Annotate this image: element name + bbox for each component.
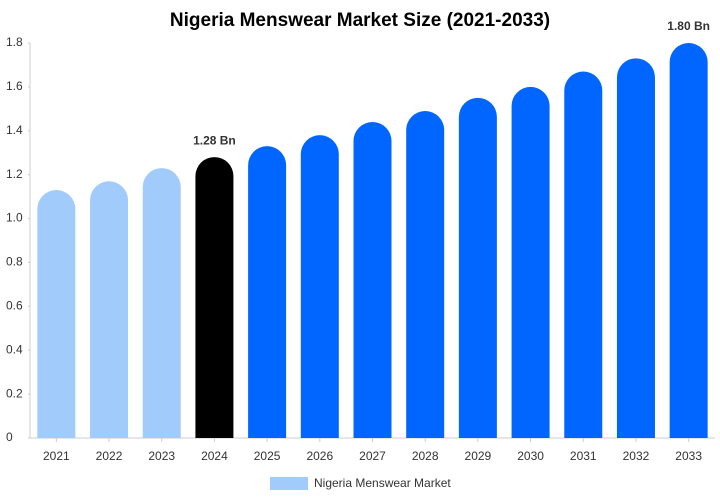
bar	[616, 58, 655, 438]
x-tick-label: 2027	[359, 449, 386, 463]
x-tick-label: 2023	[148, 449, 175, 463]
x-tick-label: 2030	[517, 449, 544, 463]
legend-label: Nigeria Menswear Market	[314, 476, 451, 490]
y-tick-label: 0.2	[6, 386, 23, 400]
value-label: 1.28 Bn	[193, 133, 236, 147]
x-tick-label: 2033	[675, 449, 702, 463]
x-tick-label: 2026	[306, 449, 333, 463]
legend-swatch	[270, 477, 308, 490]
x-tick-label: 2029	[465, 449, 492, 463]
x-tick-label: 2022	[96, 449, 123, 463]
x-tick-label: 2024	[201, 449, 228, 463]
value-label: 1.80 Bn	[667, 19, 710, 33]
x-tick-label: 2021	[43, 449, 70, 463]
bar	[669, 43, 708, 438]
bar	[458, 97, 497, 438]
bar	[300, 135, 339, 438]
bar	[564, 71, 603, 439]
y-tick-label: 1.0	[6, 211, 23, 225]
bar	[353, 122, 392, 438]
bar	[195, 157, 234, 438]
bar	[90, 181, 129, 438]
bar	[511, 86, 550, 438]
y-tick-label: 1.8	[6, 35, 23, 49]
bar	[142, 168, 181, 439]
bar	[37, 190, 76, 438]
y-tick-label: 0.8	[6, 255, 23, 269]
y-tick-label: 1.4	[6, 123, 23, 137]
y-tick-label: 1.2	[6, 167, 23, 181]
y-tick-label: 1.6	[6, 79, 23, 93]
bar	[248, 146, 287, 438]
x-tick-label: 2031	[570, 449, 597, 463]
y-tick-label: 0.4	[6, 342, 23, 356]
x-tick-label: 2028	[412, 449, 439, 463]
y-tick-label: 0.6	[6, 299, 23, 313]
x-tick-label: 2025	[254, 449, 281, 463]
y-tick-label: 0	[6, 430, 13, 444]
chart-title: Nigeria Menswear Market Size (2021-2033)	[170, 10, 550, 31]
x-tick-label: 2032	[623, 449, 650, 463]
bar	[406, 111, 445, 438]
